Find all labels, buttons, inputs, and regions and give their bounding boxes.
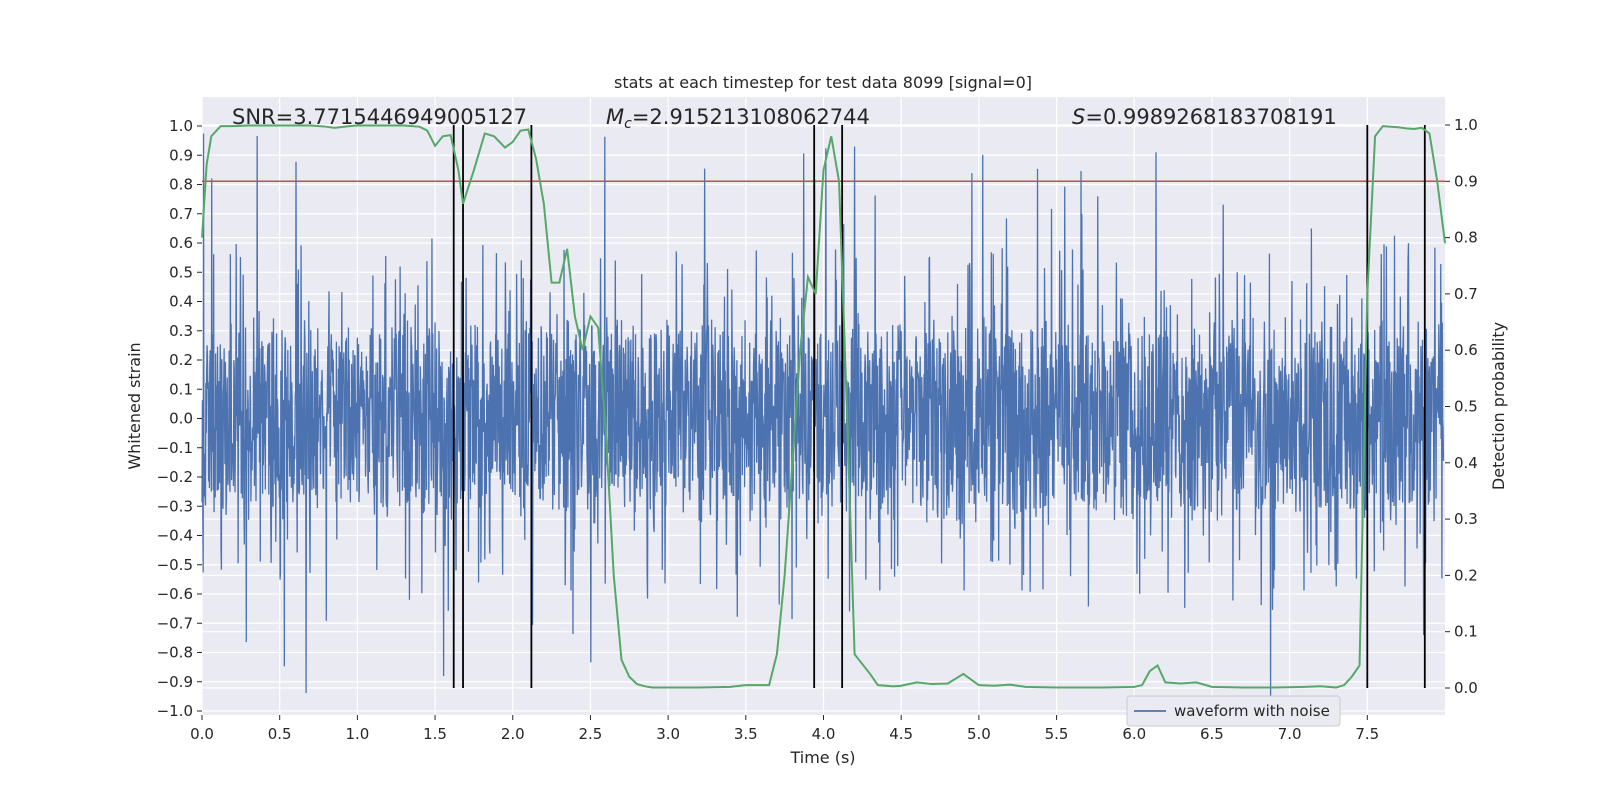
y2-tick-label: 1.0 (1454, 116, 1478, 134)
y-tick-label: −1.0 (157, 702, 193, 720)
probability-series (201, 124, 1446, 689)
y-tick-label: 0.1 (169, 380, 193, 398)
y2-axis-label: Detection probability (1489, 322, 1508, 490)
x-tick-label: 0.5 (268, 725, 292, 743)
x-tick-label: 3.5 (734, 725, 758, 743)
x-tick-label: 3.0 (656, 725, 680, 743)
y2-tick-label: 0.3 (1454, 510, 1478, 528)
y-tick-label: −0.3 (157, 497, 193, 515)
y-tick-label: −0.2 (157, 468, 193, 486)
y2-tick-label: 0.8 (1454, 229, 1478, 247)
chart-title: stats at each timestep for test data 809… (614, 73, 1032, 92)
y2-tick-label: 0.7 (1454, 285, 1478, 303)
y2-tick-label: 0.0 (1454, 679, 1478, 697)
x-tick-label: 1.5 (423, 725, 447, 743)
significance-annotation: S=0.9989268183708191 (1072, 105, 1337, 129)
waveform-series (201, 133, 1445, 701)
y-tick-label: −0.8 (157, 644, 193, 662)
y2-tick-label: 0.9 (1454, 172, 1478, 190)
y-tick-label: −0.4 (157, 527, 193, 545)
y-tick-label: −0.5 (157, 556, 193, 574)
y2-tick-label: 0.2 (1454, 566, 1478, 584)
y-tick-label: 0.0 (169, 410, 193, 428)
x-tick-label: 6.5 (1200, 725, 1224, 743)
legend: waveform with noise (1126, 695, 1341, 727)
y-tick-label: 0.7 (169, 205, 193, 223)
x-axis-label: Time (s) (789, 748, 855, 767)
y-tick-label: −0.6 (157, 585, 193, 603)
x-tick-label: 4.5 (889, 725, 913, 743)
y2-tick-label: 0.5 (1454, 398, 1478, 416)
y-tick-label: 0.9 (169, 146, 193, 164)
chirp-mass-value: =2.915213108062744 (632, 105, 870, 129)
chirp-mass-annotation: Mc=2.915213108062744 (606, 105, 870, 132)
x-tick-label: 4.0 (812, 725, 836, 743)
significance-value: =0.9989268183708191 (1085, 105, 1336, 129)
y2-tick-label: 0.4 (1454, 454, 1478, 472)
y-tick-label: −0.7 (157, 614, 193, 632)
chirp-mass-subscript: c (624, 116, 632, 132)
y-tick-label: 1.0 (169, 117, 193, 135)
x-tick-label: 0.0 (190, 725, 214, 743)
y-tick-label: −0.1 (157, 439, 193, 457)
legend-box (1126, 695, 1341, 727)
snr-annotation: SNR=3.7715446949005127 (232, 105, 527, 129)
y-tick-label: 0.6 (169, 234, 193, 252)
y-tick-label: 0.5 (169, 263, 193, 281)
x-tick-label: 5.0 (967, 725, 991, 743)
x-tick-label: 5.5 (1045, 725, 1069, 743)
y-tick-label: 0.8 (169, 176, 193, 194)
x-tick-label: 2.5 (579, 725, 603, 743)
y2-axis-ticks: 1.0 0.9 0.8 0.7 0.6 0.5 0.4 0.3 0.2 0.1 0.0 (1445, 116, 1478, 697)
y2-tick-label: 0.6 (1454, 341, 1478, 359)
y-tick-label: 0.2 (169, 351, 193, 369)
y-tick-label: 0.3 (169, 322, 193, 340)
legend-label: waveform with noise (1174, 702, 1330, 720)
x-tick-label: 2.0 (501, 725, 525, 743)
significance-symbol: S (1072, 105, 1085, 129)
y-axis-ticks: 1.0 0.9 0.8 0.7 0.6 0.5 0.4 0.3 0.2 0.1 0.0 −0.1 −0.… (157, 117, 202, 720)
y2-tick-label: 0.1 (1454, 623, 1478, 641)
y-tick-label: 0.4 (169, 293, 193, 311)
x-tick-label: 6.0 (1122, 725, 1146, 743)
detection-probability-line (201, 124, 1446, 689)
x-tick-label: 7.0 (1278, 725, 1302, 743)
x-tick-label: 7.5 (1355, 725, 1379, 743)
y-tick-label: −0.9 (157, 673, 193, 691)
vertical-marker-lines (452, 125, 1426, 688)
y-axis-label: Whitened strain (125, 342, 144, 469)
chirp-mass-symbol: M (606, 105, 624, 129)
waveform-line (201, 133, 1445, 701)
x-axis-ticks: 0.0 0.5 1.0 1.5 2.0 2.5 3.0 3.5 4.0 4.5 5.0 5.5 6.0 6… (190, 715, 1379, 743)
x-tick-label: 1.0 (345, 725, 369, 743)
